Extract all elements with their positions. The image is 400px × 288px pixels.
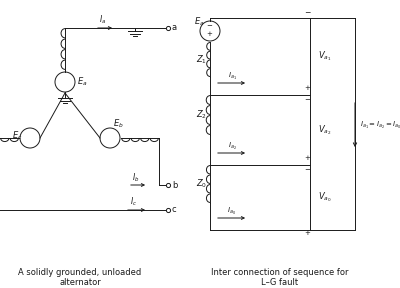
Text: $-$: $-$ xyxy=(206,21,214,27)
Text: $I_{a_1}$$=$$I_{a_2}$$=$$I_{a_0}$: $I_{a_1}$$=$$I_{a_2}$$=$$I_{a_0}$ xyxy=(360,120,400,130)
Text: $Z_1$: $Z_1$ xyxy=(196,53,207,66)
Text: $Z_0$: $Z_0$ xyxy=(196,178,207,190)
Text: $V_{a_0}$: $V_{a_0}$ xyxy=(318,191,332,204)
Text: $I_{a_0}$: $I_{a_0}$ xyxy=(228,206,236,217)
Text: $-$: $-$ xyxy=(304,6,312,15)
Text: a: a xyxy=(172,24,177,33)
Text: $E_b$: $E_b$ xyxy=(113,118,124,130)
Text: $E_c$: $E_c$ xyxy=(12,130,22,142)
Text: $I_b$: $I_b$ xyxy=(132,171,140,183)
Text: $+$: $+$ xyxy=(304,153,312,162)
Text: $-$: $-$ xyxy=(304,95,312,101)
Text: $+$: $+$ xyxy=(206,29,214,38)
Text: $I_{a_2}$: $I_{a_2}$ xyxy=(228,141,236,152)
Text: $V_{a_1}$: $V_{a_1}$ xyxy=(318,50,332,63)
Text: $I_{a_1}$: $I_{a_1}$ xyxy=(228,71,236,82)
Text: $E_a$: $E_a$ xyxy=(77,76,88,88)
Text: b: b xyxy=(172,181,177,190)
Text: A solidly grounded, unloaded
alternator: A solidly grounded, unloaded alternator xyxy=(18,268,142,287)
Text: $I_c$: $I_c$ xyxy=(130,196,138,209)
Text: $-$: $-$ xyxy=(304,165,312,171)
Text: $Z_2$: $Z_2$ xyxy=(196,109,207,121)
Text: $V_{a_2}$: $V_{a_2}$ xyxy=(318,123,332,137)
Text: $I_a$: $I_a$ xyxy=(100,14,106,26)
Text: $+$: $+$ xyxy=(304,83,312,92)
Text: $+$: $+$ xyxy=(304,228,312,237)
Text: $E_a$: $E_a$ xyxy=(194,16,204,28)
Text: c: c xyxy=(172,206,177,215)
Text: Inter connection of sequence for
L–G fault: Inter connection of sequence for L–G fau… xyxy=(211,268,349,287)
